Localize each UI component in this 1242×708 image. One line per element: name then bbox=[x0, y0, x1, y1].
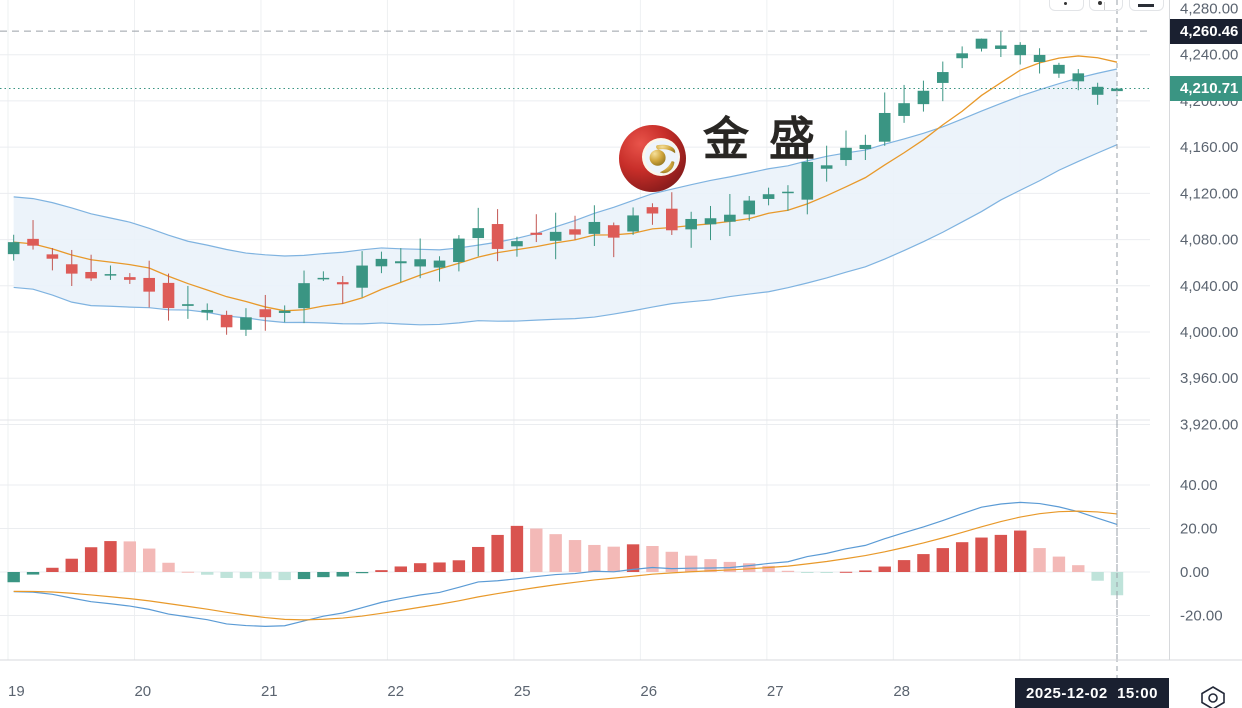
svg-text:3,960.00: 3,960.00 bbox=[1180, 370, 1238, 387]
svg-text:4,040.00: 4,040.00 bbox=[1180, 278, 1238, 295]
svg-text:22: 22 bbox=[387, 683, 404, 700]
svg-text:26: 26 bbox=[640, 683, 657, 700]
svg-text:3,920.00: 3,920.00 bbox=[1180, 416, 1238, 433]
svg-text:0.00: 0.00 bbox=[1180, 564, 1209, 581]
svg-text:20: 20 bbox=[134, 683, 151, 700]
svg-text:4,240.00: 4,240.00 bbox=[1180, 47, 1238, 64]
svg-text:19: 19 bbox=[8, 683, 25, 700]
svg-text:21: 21 bbox=[261, 683, 278, 700]
svg-text:27: 27 bbox=[767, 683, 784, 700]
svg-text:4,080.00: 4,080.00 bbox=[1180, 232, 1238, 249]
svg-text:4,120.00: 4,120.00 bbox=[1180, 185, 1238, 202]
svg-text:4,000.00: 4,000.00 bbox=[1180, 324, 1238, 341]
svg-text:-20.00: -20.00 bbox=[1180, 608, 1223, 625]
svg-text:4,280.00: 4,280.00 bbox=[1180, 1, 1238, 18]
svg-text:4,160.00: 4,160.00 bbox=[1180, 139, 1238, 156]
svg-text:40.00: 40.00 bbox=[1180, 477, 1218, 494]
svg-text:25: 25 bbox=[514, 683, 531, 700]
svg-text:20.00: 20.00 bbox=[1180, 521, 1218, 538]
svg-text:28: 28 bbox=[893, 683, 910, 700]
